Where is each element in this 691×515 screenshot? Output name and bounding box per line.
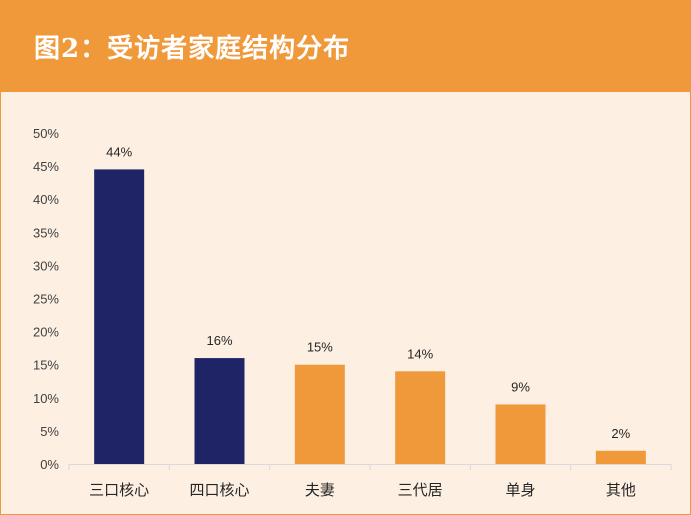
data-label: 15% (307, 340, 333, 355)
y-tick-label: 40% (33, 192, 59, 207)
title-banner: 图2：受访者家庭结构分布 (1, 1, 690, 92)
y-tick-label: 0% (40, 457, 59, 472)
x-axis: 三口核心 四口核心 夫妻 三代居 单身 其他 (68, 464, 672, 499)
chart-title: 图2：受访者家庭结构分布 (34, 34, 351, 64)
y-tick-label: 5% (40, 424, 59, 439)
data-label: 14% (407, 346, 433, 361)
y-tick-label: 35% (33, 225, 59, 240)
y-tick-label: 30% (33, 258, 59, 273)
data-label: 16% (206, 333, 232, 348)
y-tick-label: 10% (33, 391, 59, 406)
category-label: 单身 (505, 481, 535, 499)
bar (495, 404, 546, 464)
y-tick-label: 15% (33, 358, 59, 373)
category-label: 其他 (606, 481, 636, 499)
bar (395, 371, 446, 464)
y-tick-label: 20% (33, 325, 59, 340)
bar (94, 169, 145, 464)
y-tick-label: 45% (33, 159, 59, 174)
data-label: 44% (106, 144, 132, 159)
category-label: 四口核心 (189, 481, 249, 499)
bar (294, 364, 345, 464)
bar (595, 450, 646, 464)
y-tick-label: 25% (33, 292, 59, 307)
y-tick-label: 50% (33, 126, 59, 141)
category-label: 三口核心 (89, 481, 149, 499)
data-labels: 44% 16% 15% 14% 9% 2% (106, 144, 631, 440)
data-label: 9% (511, 379, 530, 394)
category-label: 夫妻 (305, 481, 335, 499)
bars (94, 169, 646, 464)
bar-chart: 0% 5% 10% 15% 20% 25% 30% 35% 40% 45% 50% 44% 16% 15… (33, 126, 672, 499)
bar (194, 358, 245, 464)
data-label: 2% (611, 426, 630, 441)
category-label: 三代居 (398, 481, 443, 499)
y-axis: 0% 5% 10% 15% 20% 25% 30% 35% 40% 45% 50% (33, 126, 59, 472)
